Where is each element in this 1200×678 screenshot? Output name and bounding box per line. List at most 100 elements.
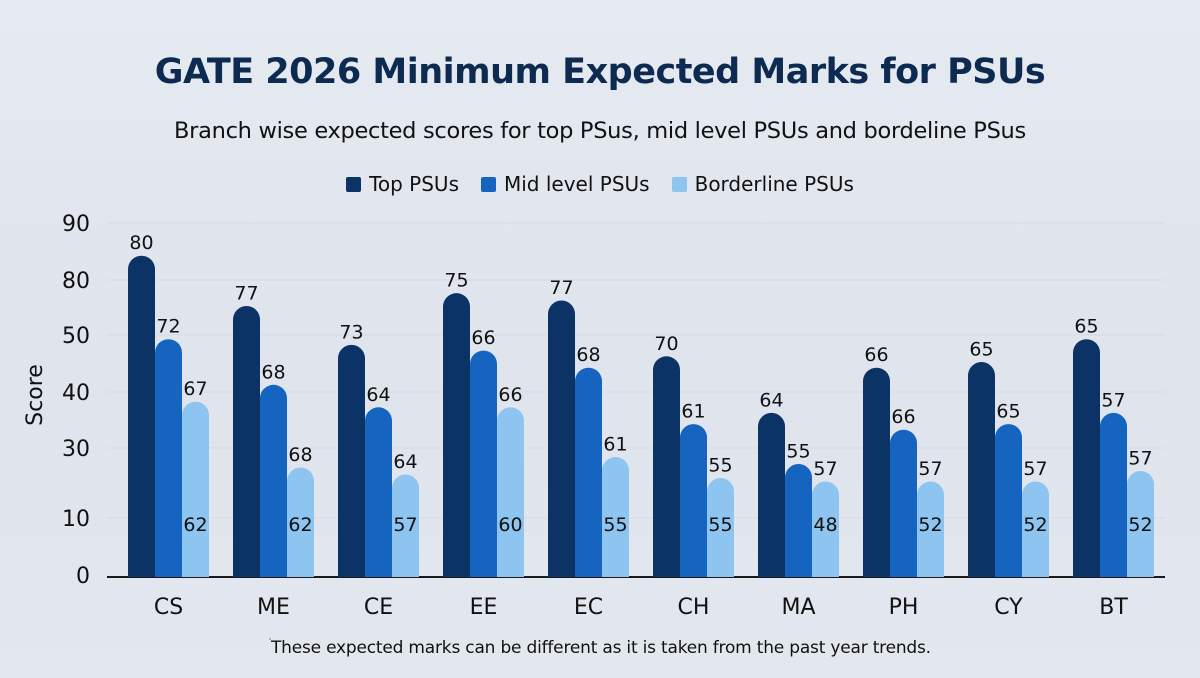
x-tick-label: EC	[574, 595, 603, 620]
bar-cy-0	[968, 362, 995, 577]
legend-label-mid: Mid level PSUs	[503, 172, 650, 196]
y-tick-label: 30	[62, 437, 90, 462]
x-tick-label: CH	[678, 595, 710, 620]
bar-ch-1	[680, 424, 707, 577]
data-label: 73	[339, 321, 363, 343]
inner-data-label: 52	[1128, 514, 1152, 536]
legend-label-borderline: Borderline PSUs	[694, 172, 854, 196]
legend-label-top: Top PSUs	[369, 172, 459, 196]
x-tick-label: CS	[154, 595, 183, 620]
data-label: 65	[1074, 316, 1098, 338]
bar-me-1	[260, 384, 287, 577]
inner-data-label: 55	[708, 514, 732, 536]
bar-ph-0	[863, 367, 890, 577]
data-label: 65	[969, 339, 993, 361]
inner-data-label: 48	[813, 514, 837, 536]
data-label: 65	[996, 401, 1020, 423]
bar-bt-1	[1100, 412, 1127, 577]
bar-cy-2	[1022, 481, 1049, 577]
data-label: 66	[864, 344, 888, 366]
inner-data-label: 52	[918, 514, 942, 536]
data-label: 61	[603, 434, 627, 456]
data-label: 68	[576, 344, 600, 366]
legend-item-mid: Mid level PSUs	[480, 172, 650, 196]
bar-cs-1	[155, 339, 182, 577]
y-tick-label: 10	[62, 507, 90, 532]
inner-data-label: 55	[603, 514, 627, 536]
data-label: 66	[498, 384, 522, 406]
legend-item-top: Top PSUs	[346, 172, 459, 196]
bar-me-2	[287, 467, 314, 577]
legend-swatch-mid	[480, 176, 496, 192]
bar-me-0	[233, 306, 260, 577]
data-label: 80	[129, 232, 153, 254]
data-label: 57	[1128, 448, 1152, 470]
bar-bt-2	[1127, 471, 1154, 577]
data-label: 67	[183, 378, 207, 400]
data-label: 64	[366, 384, 390, 406]
data-label: 57	[1023, 458, 1047, 480]
bar-cs-2	[182, 401, 209, 577]
x-tick-label: CE	[364, 595, 393, 620]
x-tick-label: ME	[257, 595, 290, 620]
data-label: 77	[549, 277, 573, 299]
legend-swatch-borderline	[671, 176, 687, 192]
data-label: 64	[759, 389, 783, 411]
y-tick-label: 90	[62, 212, 90, 237]
data-label: 57	[1101, 389, 1125, 411]
legend-item-borderline: Borderline PSUs	[671, 172, 854, 196]
bar-ce-1	[365, 407, 392, 577]
bar-ee-2	[497, 407, 524, 577]
data-label: 57	[813, 458, 837, 480]
bar-ce-0	[338, 344, 365, 577]
x-tick-label: MA	[781, 595, 815, 620]
bar-ec-2	[602, 457, 629, 577]
bar-ch-0	[653, 356, 680, 577]
data-label: 66	[891, 406, 915, 428]
inner-data-label: 62	[183, 514, 207, 536]
x-tick-label: EE	[470, 595, 498, 620]
bar-ee-0	[443, 293, 470, 577]
bar-cy-1	[995, 424, 1022, 577]
bar-ce-2	[392, 474, 419, 577]
inner-data-label: 60	[498, 514, 522, 536]
legend-swatch-top	[346, 176, 362, 192]
chart-subtitle: Branch wise expected scores for top PSus…	[174, 118, 1026, 144]
bar-ee-1	[470, 350, 497, 577]
data-label: 64	[393, 451, 417, 473]
inner-data-label: 52	[1023, 514, 1047, 536]
data-label: 68	[288, 444, 312, 466]
data-label: 75	[444, 270, 468, 292]
bar-ma-1	[785, 463, 812, 577]
data-label: 77	[234, 283, 258, 305]
bar-bt-0	[1073, 339, 1100, 577]
x-tick-label: PH	[889, 595, 919, 620]
x-tick-label: BT	[1099, 595, 1128, 620]
data-label: 72	[156, 316, 180, 338]
y-axis-label: Score	[23, 364, 48, 426]
data-label: 55	[786, 441, 810, 463]
data-label: 57	[918, 458, 942, 480]
bar-ma-0	[758, 412, 785, 577]
inner-data-label: 57	[393, 514, 417, 536]
data-label: 68	[261, 361, 285, 383]
footnote-text: These expected marks can be different as…	[270, 638, 931, 658]
chart-title: GATE 2026 Minimum Expected Marks for PSU…	[154, 52, 1046, 92]
data-label: 66	[471, 327, 495, 349]
y-tick-label: 40	[62, 381, 90, 406]
bar-cs-0	[128, 255, 155, 578]
data-label: 55	[708, 455, 732, 477]
data-label: 61	[681, 401, 705, 423]
legend: Top PSUs Mid level PSUs Borderline PSUs	[0, 172, 1200, 196]
x-tick-label: CY	[994, 595, 1023, 620]
bar-ph-1	[890, 429, 917, 577]
bar-ec-1	[575, 367, 602, 577]
inner-data-label: 62	[288, 514, 312, 536]
y-tick-label: 50	[62, 324, 90, 349]
footnote: ′These expected marks can be different a…	[269, 638, 931, 658]
bar-ma-2	[812, 481, 839, 577]
bar-ph-2	[917, 481, 944, 577]
y-tick-label: 80	[62, 269, 90, 294]
data-label: 70	[654, 333, 678, 355]
